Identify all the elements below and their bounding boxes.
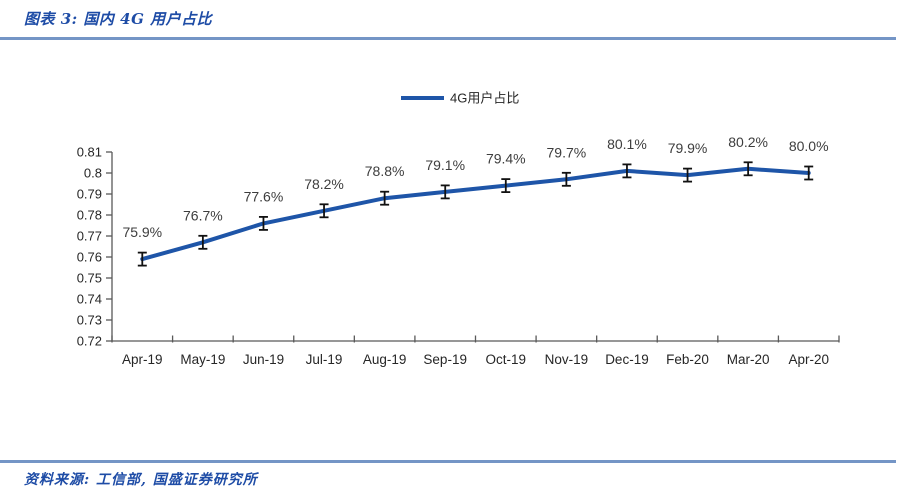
figure-title: 图表 3: 国内 4G 用户占比 xyxy=(24,10,213,28)
y-axis-tick-label: 0.79 xyxy=(77,187,102,202)
x-axis-tick-label: Dec-19 xyxy=(605,352,649,367)
y-axis-tick-label: 0.76 xyxy=(77,250,102,265)
y-axis-tick-label: 0.74 xyxy=(77,292,102,307)
x-axis-tick-label: Nov-19 xyxy=(545,352,589,367)
y-axis-tick-label: 0.75 xyxy=(77,271,102,286)
x-axis-tick-label: Jun-19 xyxy=(243,352,284,367)
x-axis-tick-label: Sep-19 xyxy=(423,352,467,367)
data-point-label: 76.7% xyxy=(183,207,223,223)
data-point-label: 75.9% xyxy=(122,224,162,240)
x-axis-tick-label: Oct-19 xyxy=(486,352,527,367)
data-point-label: 80.2% xyxy=(728,134,768,150)
data-point-label: 78.2% xyxy=(304,176,344,192)
x-axis-tick-label: May-19 xyxy=(180,352,225,367)
x-axis-tick-label: Aug-19 xyxy=(363,352,407,367)
series-line-4g-share xyxy=(140,166,811,262)
data-point-label: 78.8% xyxy=(365,163,405,179)
data-point-label: 79.1% xyxy=(425,157,465,173)
legend-label: 4G用户占比 xyxy=(450,91,519,106)
data-point-label: 79.7% xyxy=(547,144,587,160)
y-axis-tick-label: 0.8 xyxy=(84,166,102,181)
y-axis-tick-label: 0.72 xyxy=(77,334,102,349)
footer-divider-rule xyxy=(0,460,896,463)
y-axis-tick-label: 0.77 xyxy=(77,229,102,244)
x-axis-tick-label: Jul-19 xyxy=(306,352,343,367)
data-point-label: 80.0% xyxy=(789,138,829,154)
y-axis-tick-label: 0.78 xyxy=(77,208,102,223)
source-attribution: 资料来源: 工信部, 国盛证券研究所 xyxy=(24,472,258,488)
x-axis-tick-label: Mar-20 xyxy=(727,352,770,367)
y-axis-tick-label: 0.81 xyxy=(77,145,102,160)
data-point-label: 79.4% xyxy=(486,151,526,167)
data-point-label: 77.6% xyxy=(244,188,284,204)
x-axis-tick-label: Apr-19 xyxy=(122,352,163,367)
data-point-label: 79.9% xyxy=(668,140,708,156)
y-axis-tick-label: 0.73 xyxy=(77,313,102,328)
x-axis-tick-label: Feb-20 xyxy=(666,352,709,367)
title-divider-rule xyxy=(0,37,896,40)
x-axis-tick-label: Apr-20 xyxy=(788,352,829,367)
data-point-label: 80.1% xyxy=(607,136,647,152)
